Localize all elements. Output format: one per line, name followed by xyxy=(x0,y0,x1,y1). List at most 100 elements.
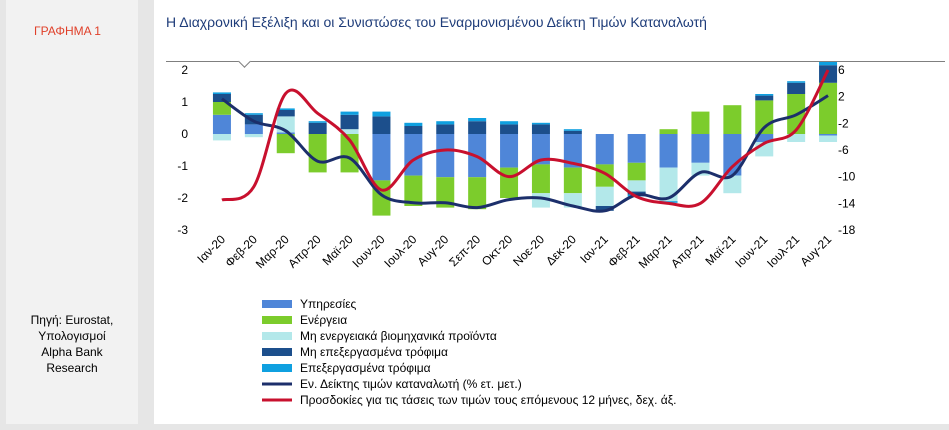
legend-swatch xyxy=(262,364,292,372)
bar-segment xyxy=(436,177,455,208)
bar-segment xyxy=(404,122,423,126)
bar-segment xyxy=(819,134,838,136)
bar-segment xyxy=(436,124,455,134)
left-tick-label: 0 xyxy=(181,127,188,141)
bar-segment xyxy=(563,130,582,134)
source-line: Πηγή: Eurostat, xyxy=(30,313,114,327)
chart-title: Η Διαχρονική Εξέλιξη και οι Συνιστώσες τ… xyxy=(166,14,707,30)
x-tick-label: Νοε-20 xyxy=(510,232,547,269)
bar-segment xyxy=(691,111,710,134)
bar-segment xyxy=(755,95,774,101)
bar-segment xyxy=(500,124,519,134)
bar-segment xyxy=(468,118,487,122)
bar-segment xyxy=(819,62,838,66)
left-panel: ΓΡΑΦΗΜΑ 1 Πηγή: Eurostat, Υπολογισμοί Al… xyxy=(6,0,138,424)
x-tick-label: Ιουν-21 xyxy=(732,232,770,270)
bar-segment xyxy=(212,92,231,94)
bar-segment xyxy=(308,122,327,134)
x-tick-label: Ιουν-20 xyxy=(349,232,387,270)
bar-segment xyxy=(340,111,359,115)
right-tick-label: 2 xyxy=(838,90,845,104)
legend-label: Επεξεργασμένα τρόφιμα xyxy=(300,361,431,375)
bar-segment xyxy=(244,124,263,134)
left-tick-label: -2 xyxy=(177,191,188,205)
legend-swatch xyxy=(262,316,292,324)
bar-segment xyxy=(372,116,391,134)
source-note: Πηγή: Eurostat, Υπολογισμοί Alpha Bank R… xyxy=(10,312,134,376)
x-tick-label: Μαρ-20 xyxy=(253,232,292,271)
source-line: Alpha Bank xyxy=(41,345,103,359)
bar-segment xyxy=(595,206,614,211)
bar-segment xyxy=(755,134,774,142)
bar-segment xyxy=(627,162,646,181)
right-tick-label: -10 xyxy=(838,170,856,184)
bar-segment xyxy=(563,134,582,168)
bar-segment xyxy=(627,191,646,195)
bar-segment xyxy=(276,134,295,154)
x-tick-label: Αυγ-21 xyxy=(797,232,834,269)
right-tick-label: -2 xyxy=(838,116,849,130)
bar-segment xyxy=(659,134,678,168)
bar-segment xyxy=(531,122,550,125)
bar-segment xyxy=(755,94,774,96)
x-tick-label: Απρ-21 xyxy=(668,232,707,271)
left-tick-label: 2 xyxy=(181,63,188,77)
legend-swatch xyxy=(262,332,292,340)
x-tick-label: Απρ-20 xyxy=(285,232,324,271)
x-tick-label: Μαρ-21 xyxy=(636,232,675,271)
bar-segment xyxy=(340,114,359,130)
bar-segment xyxy=(819,82,838,134)
x-tick-label: Δεκ-20 xyxy=(543,232,579,268)
bar-segment xyxy=(819,135,838,142)
bar-segment xyxy=(723,175,742,194)
series-line xyxy=(221,69,830,208)
bar-segment xyxy=(531,134,550,165)
bar-segment xyxy=(276,132,295,134)
bar-segment xyxy=(404,126,423,134)
x-tick-label: Σεπ-20 xyxy=(446,232,483,269)
bar-segment xyxy=(500,134,519,168)
legend-label: Ενέργεια xyxy=(300,313,347,327)
bar-segment xyxy=(244,134,263,138)
bar-segment xyxy=(627,134,646,163)
bar-segment xyxy=(276,108,295,110)
bar-segment xyxy=(691,134,710,163)
legend-label: Μη ενεργειακά βιομηχανικά προϊόντα xyxy=(300,329,497,343)
title-divider xyxy=(166,61,945,62)
bar-segment xyxy=(659,167,678,202)
x-tick-label: Ιουλ-20 xyxy=(381,232,419,270)
bar-segment xyxy=(212,134,231,141)
bar-segment xyxy=(787,82,806,94)
bar-segment xyxy=(563,167,582,194)
source-line: Υπολογισμοί xyxy=(38,329,106,343)
bar-segment xyxy=(627,180,646,192)
bar-segment xyxy=(340,129,359,134)
left-tick-label: 1 xyxy=(181,95,188,109)
right-tick-label: 6 xyxy=(838,63,845,77)
legend-label: Μη επεξεργασμένα τρόφιμα xyxy=(300,345,448,359)
bar-segment xyxy=(595,134,614,165)
bar-segment xyxy=(212,114,231,134)
bar-segment xyxy=(244,113,263,115)
bar-segment xyxy=(531,124,550,134)
bar-segment xyxy=(500,121,519,125)
bar-segment xyxy=(468,121,487,134)
right-tick-label: -6 xyxy=(838,143,849,157)
bar-segment xyxy=(404,134,423,176)
bar-segment xyxy=(595,186,614,206)
bar-segment xyxy=(212,102,231,115)
bar-segment xyxy=(659,129,678,134)
x-tick-label: Ιουλ-21 xyxy=(764,232,802,270)
left-tick-label: -3 xyxy=(177,223,188,237)
bar-segment xyxy=(276,110,295,117)
bar-segment xyxy=(563,129,582,131)
bar-segment xyxy=(787,81,806,83)
bar-segment xyxy=(372,134,391,181)
legend-label: Υπηρεσίες xyxy=(300,297,357,311)
legend-swatch xyxy=(262,348,292,356)
bar-segment xyxy=(787,134,806,142)
x-tick-label: Οκτ-20 xyxy=(479,232,516,269)
left-tick-label: -1 xyxy=(177,159,188,173)
bar-segment xyxy=(404,175,423,206)
